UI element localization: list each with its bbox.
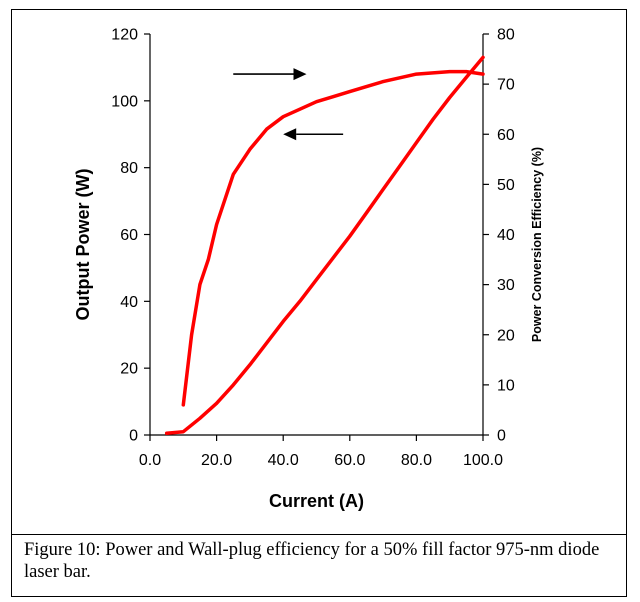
output-power-series-line [164, 55, 485, 436]
x-tick-label: 0.0 [139, 452, 161, 469]
y-tick-label: 120 [111, 27, 138, 44]
arrow-left-head [283, 128, 297, 141]
chart-series [164, 55, 485, 436]
y2-tick-label: 20 [497, 327, 515, 344]
caption-divider [11, 534, 627, 535]
figure-caption: Figure 10: Power and Wall-plug efficienc… [24, 540, 600, 582]
y-tick-label: 20 [120, 361, 138, 378]
efficiency-series-line [181, 69, 485, 407]
y2-tick-label: 0 [497, 428, 506, 445]
arrow-right-head [293, 68, 307, 81]
chart-annotations [233, 68, 344, 141]
chart-axes: 0 20 40 60 80 100 120 0 10 20 30 40 50 60 70 80 0.0 20.0 4… [111, 27, 515, 470]
y2-axis-title: Power Conversion Efficiency (%) [530, 147, 544, 342]
x-axis-title: Current (A) [269, 491, 364, 511]
y2-tick-label: 80 [497, 27, 515, 44]
y2-tick-label: 50 [497, 177, 515, 194]
y2-tick-label: 60 [497, 127, 515, 144]
y2-tick-label: 70 [497, 77, 515, 94]
y2-tick-label: 10 [497, 377, 515, 394]
y-tick-label: 40 [120, 294, 138, 311]
x-tick-label: 100.0 [463, 452, 503, 469]
x-tick-label: 80.0 [401, 452, 432, 469]
y-tick-label: 0 [129, 428, 138, 445]
x-tick-label: 60.0 [334, 452, 365, 469]
y-tick-label: 60 [120, 227, 138, 244]
x-tick-label: 20.0 [201, 452, 232, 469]
power-efficiency-chart: 0 20 40 60 80 100 120 0 10 20 30 40 50 60 70 80 0.0 20.0 4… [73, 27, 544, 512]
x-tick-label: 40.0 [268, 452, 299, 469]
y-axis-title: Output Power (W) [73, 169, 93, 321]
y2-tick-label: 30 [497, 277, 515, 294]
y-tick-label: 100 [111, 93, 138, 110]
y-tick-label: 80 [120, 160, 138, 177]
y2-tick-label: 40 [497, 227, 515, 244]
figure-frame [11, 9, 627, 597]
